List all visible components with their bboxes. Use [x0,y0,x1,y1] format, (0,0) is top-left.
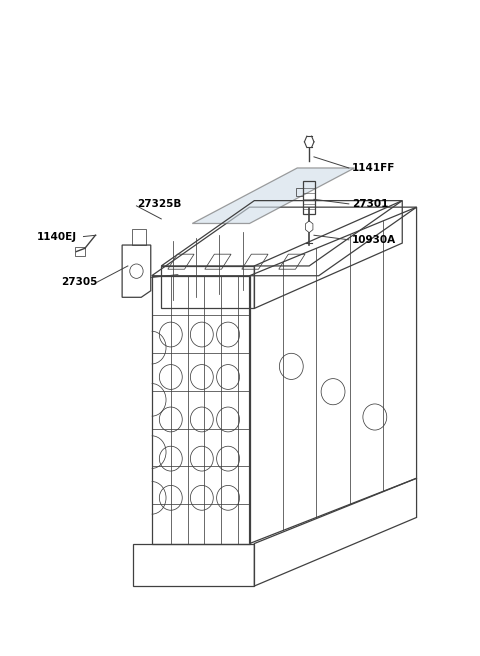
Text: 10930A: 10930A [352,235,396,245]
Text: 27305: 27305 [61,277,97,287]
Text: 1140EJ: 1140EJ [37,232,77,241]
Polygon shape [192,168,355,224]
Text: 1141FF: 1141FF [352,163,396,173]
Text: 27325B: 27325B [137,199,182,209]
Text: 27301: 27301 [352,199,388,209]
